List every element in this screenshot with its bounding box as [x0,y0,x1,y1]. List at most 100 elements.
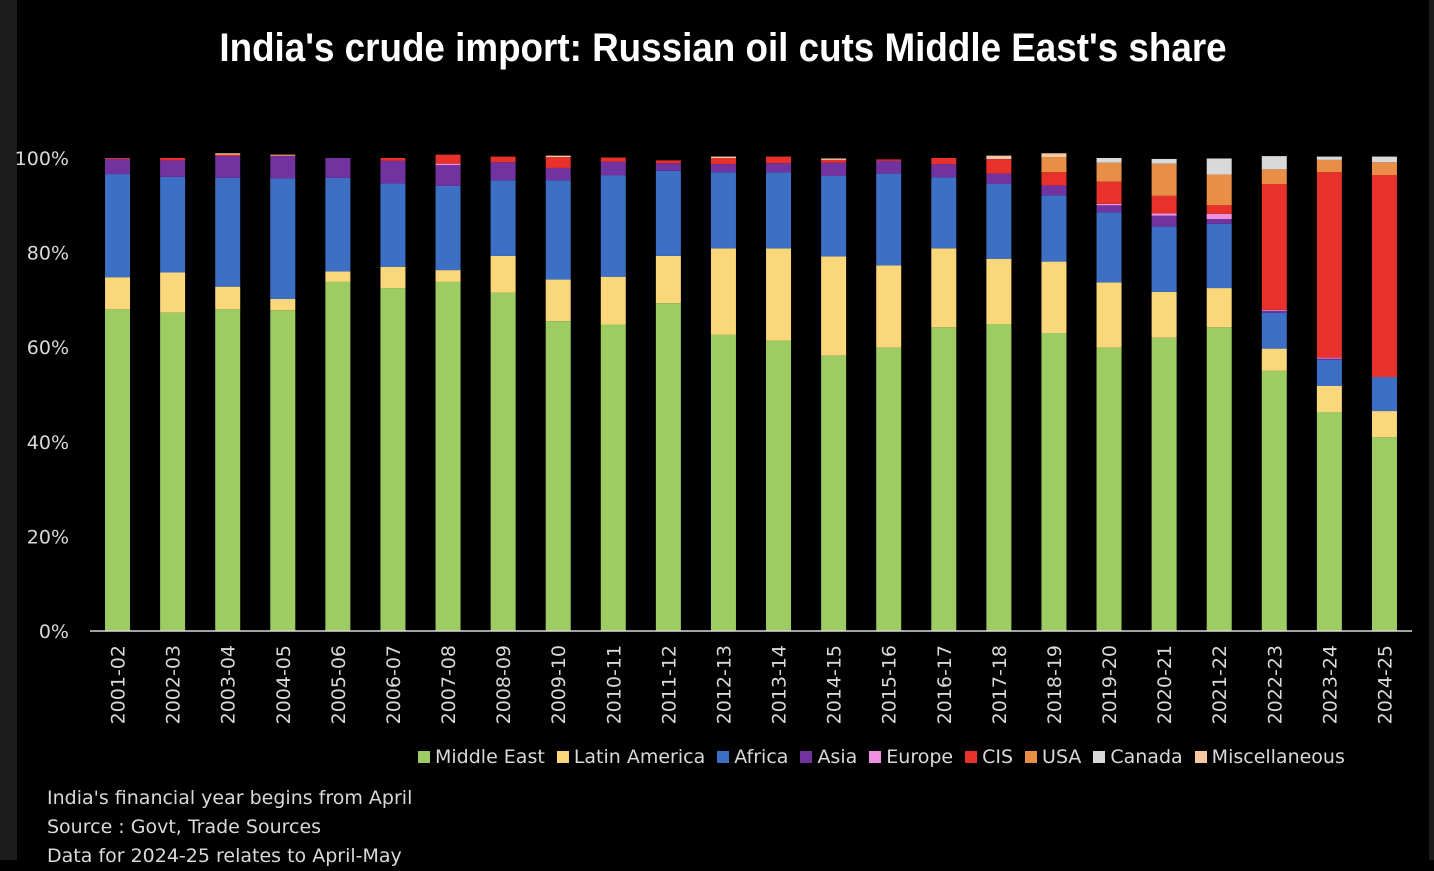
bar-segment [1152,213,1177,215]
x-tick-label: 2003-04 [218,645,240,724]
bar-segment [1152,164,1177,196]
bar-segment [380,161,405,184]
y-tick-label: 20% [27,526,69,548]
bar-segment [325,282,350,631]
x-tick-label: 2006-07 [383,645,405,724]
x-tick-label: 2009-10 [548,645,570,724]
bar-segment [380,267,405,288]
bar-segment [1041,153,1066,157]
legend-swatch [869,751,881,763]
x-tick-label: 2002-03 [163,645,185,724]
bar-segment [1372,437,1397,631]
bar-segment [1262,311,1287,313]
bar-segment [711,158,736,164]
bar-segment [491,157,516,163]
x-tick-label: 2024-25 [1374,645,1396,724]
bar-segment [876,174,901,266]
bar-segment [1207,327,1232,631]
bar-segment [270,299,295,310]
bar-segment [656,163,681,171]
bar-segment [766,341,791,631]
legend-label: Miscellaneous [1212,746,1345,768]
bar-segment [546,321,571,631]
bar-segment [436,270,461,282]
bar-segment [821,160,846,163]
bar-segment [601,176,626,277]
bar-segment [1372,157,1397,163]
legend-label: Europe [886,746,953,768]
bar-segment [546,168,571,180]
bar-segment [1262,310,1287,311]
bar-segment [601,324,626,631]
bar-segment [1372,175,1397,377]
bar-segment [766,157,791,164]
bar-segment [491,293,516,631]
bar-segment [1097,348,1122,631]
bar-segment [325,178,350,272]
bar-segment [711,248,736,335]
bar-segment [436,155,461,164]
bar-segment [270,156,295,178]
y-tick-label: 100% [15,148,69,170]
y-tick-label: 40% [27,432,69,454]
bar-segment [601,277,626,325]
x-tick-label: 2018-19 [1044,645,1066,724]
legend-swatch [1025,751,1037,763]
x-tick-label: 2019-20 [1099,645,1121,724]
bar-segment [105,158,130,159]
bar-segment [1207,224,1232,288]
x-tick-label: 2005-06 [328,645,350,724]
bar-segment [1041,157,1066,172]
bar-segment [380,184,405,267]
bar-segment [1097,204,1122,205]
bar-segment [380,158,405,161]
bar-segment [986,324,1011,631]
bar-segment [931,248,956,327]
bar-segment [1317,412,1342,631]
bar-segment [215,156,240,178]
bar-segment [546,157,571,168]
legend-label: USA [1042,746,1081,768]
x-tick-label: 2023-24 [1319,645,1341,724]
legend-swatch [717,751,729,763]
bar-segment [766,172,791,248]
bar-segment [546,280,571,322]
x-tick-label: 2008-09 [493,645,515,724]
legend-swatch [800,751,812,763]
bar-segment [821,356,846,631]
bar-segment [711,157,736,158]
bar-segment [1152,216,1177,227]
bar-segment [711,164,736,172]
bar-segment [215,287,240,310]
bar-segment [215,153,240,154]
bar-segment [1262,156,1287,169]
bar-segment [1207,288,1232,327]
bar-segment [1152,227,1177,292]
bar-segment [436,164,461,165]
bar-segment [931,177,956,248]
bar-segment [1262,184,1287,310]
bar-segment [215,309,240,631]
bar-segment [1041,195,1066,261]
legend-item: CIS [965,746,1013,768]
bar-segment [1317,360,1342,386]
note-financial-year: India's financial year begins from April [47,784,412,813]
bar-segment [876,161,901,174]
bar-segment [1262,313,1287,349]
bar-segment [821,256,846,355]
bar-segment [1152,196,1177,214]
bar-segment [1041,185,1066,195]
bar-segment [1207,158,1232,174]
bar-segment [1097,163,1122,182]
legend-item: Miscellaneous [1195,746,1345,768]
x-tick-label: 2012-13 [713,645,735,724]
bar-segment [270,310,295,631]
bar-segment [1317,172,1342,357]
x-tick-label: 2014-15 [824,645,846,724]
bar-segment [1097,182,1122,204]
legend-label: Canada [1110,746,1182,768]
note-source: Source : Govt, Trade Sources [47,813,412,842]
bar-segment [1041,172,1066,185]
bar-segment [105,174,130,277]
